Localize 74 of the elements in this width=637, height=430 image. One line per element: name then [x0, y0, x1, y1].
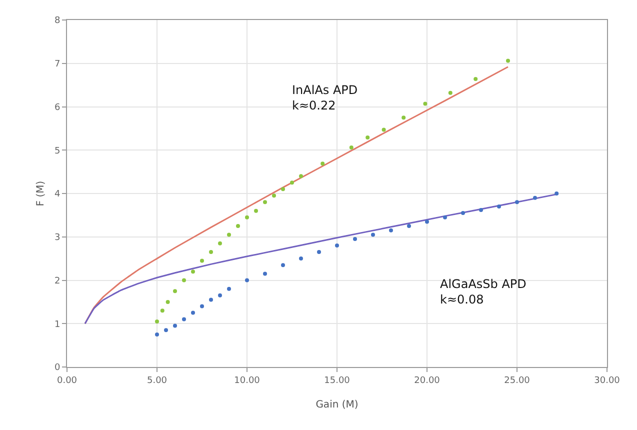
point	[200, 258, 204, 263]
point	[366, 136, 370, 140]
point	[533, 196, 537, 200]
x-tick-label: 20.00	[414, 376, 440, 386]
point	[448, 90, 452, 95]
point	[227, 232, 231, 237]
y-tick-label: 0	[54, 363, 60, 374]
y-tick-label: 4	[54, 190, 60, 200]
point	[182, 317, 186, 322]
x-tick-label: 5.00	[146, 376, 168, 386]
point	[353, 237, 357, 242]
point	[290, 180, 294, 185]
point	[200, 304, 204, 308]
point	[335, 244, 339, 248]
y-tick-label: 3	[54, 233, 60, 244]
y-tick-label: 8	[54, 16, 60, 26]
x-tick-label: 25.00	[504, 376, 530, 386]
y-tick-label: 6	[54, 102, 60, 113]
point	[443, 215, 447, 220]
point	[407, 224, 411, 228]
point	[474, 76, 478, 81]
point	[497, 204, 501, 209]
annotation: InAlAs APD k≈0.22	[292, 83, 358, 113]
point	[423, 102, 428, 106]
point	[281, 187, 285, 192]
point	[209, 298, 213, 302]
point	[281, 263, 285, 268]
y-tick-label: 5	[54, 146, 60, 156]
point	[254, 208, 258, 213]
y-tick-label: 2	[54, 276, 60, 286]
point	[236, 224, 240, 228]
point	[218, 293, 222, 298]
point	[155, 319, 159, 324]
point	[402, 116, 406, 120]
point	[173, 324, 177, 328]
point	[263, 272, 267, 276]
point	[191, 310, 195, 315]
point	[155, 332, 159, 336]
point	[506, 58, 510, 63]
point	[371, 232, 375, 237]
point	[164, 328, 168, 332]
point	[320, 162, 325, 166]
y-axis-title: F (M)	[35, 180, 46, 206]
point	[272, 194, 276, 198]
point	[173, 289, 177, 294]
y-tick-label: 7	[54, 60, 60, 70]
x-axis-title: Gain (M)	[316, 399, 358, 410]
annotation: AlGaAsSb APD k≈0.08	[440, 277, 526, 307]
point	[299, 174, 303, 178]
y-tick-label: 1	[54, 320, 60, 330]
point	[166, 300, 170, 304]
point	[218, 241, 222, 246]
x-tick-label: 15.00	[324, 376, 350, 386]
point	[382, 128, 386, 132]
point	[191, 270, 195, 274]
point	[317, 250, 321, 254]
point	[227, 286, 231, 291]
point	[425, 220, 429, 224]
point	[479, 208, 483, 212]
point	[461, 211, 465, 216]
x-tick-label: 10.00	[234, 376, 260, 386]
point	[554, 192, 559, 196]
point	[182, 278, 186, 282]
x-tick-label: 30.00	[594, 376, 620, 386]
point	[515, 200, 519, 204]
point	[245, 215, 249, 220]
point	[245, 278, 249, 282]
point	[349, 146, 354, 150]
point	[209, 250, 213, 254]
point	[160, 308, 164, 313]
x-tick-label: 0.00	[56, 376, 78, 386]
point	[263, 200, 267, 204]
point	[299, 256, 303, 261]
point	[389, 228, 393, 232]
